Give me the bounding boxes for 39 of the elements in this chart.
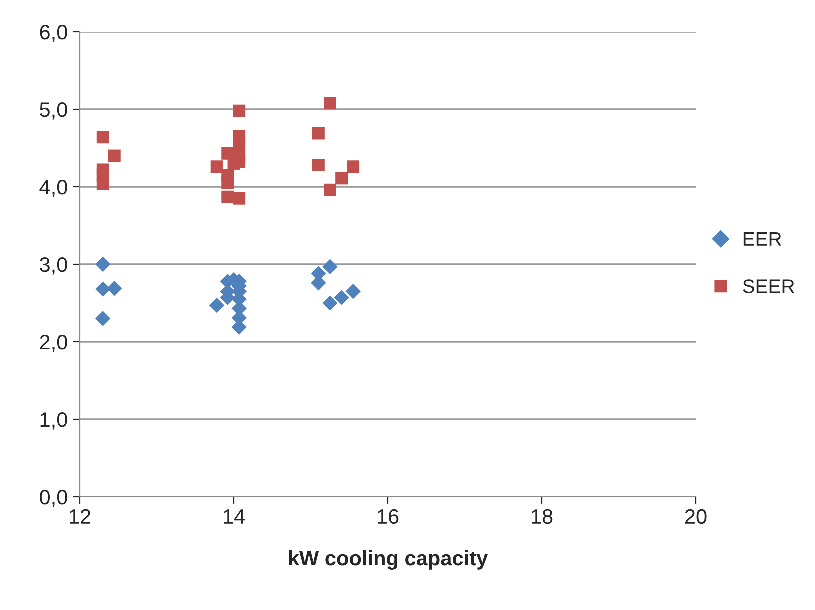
point [108,150,121,162]
point [209,298,225,314]
x-tick-label: 14 [224,510,245,524]
point [312,159,325,172]
point [107,280,122,296]
point [324,97,336,110]
legend-label: SEER [743,280,794,294]
y-tick-label: 6,0 [40,25,68,42]
point [95,256,111,272]
x-axis-title: kW cooling capacity [289,550,488,570]
point [324,184,336,196]
point [312,127,325,140]
point [334,290,350,306]
y-tick-label: 4,0 [40,180,68,198]
x-tick-label: 20 [685,509,707,524]
point [222,176,234,190]
y-tick-label: 5,0 [40,102,68,120]
point [96,131,110,144]
y-tick-label: 3,0 [40,258,68,275]
point [96,178,110,190]
point [346,284,361,300]
point [322,259,338,274]
point [233,138,246,151]
point [210,160,224,174]
point [233,192,246,205]
x-tick-label: 16 [378,509,399,524]
y-tick-label: 1,0 [40,412,68,430]
point [95,282,111,297]
legend-label: EER [744,232,782,246]
point [233,104,246,118]
point [95,311,111,326]
y-tick-label: 0,0 [40,490,68,508]
y-tick-label: 2,0 [40,335,68,352]
x-tick-label: 18 [532,509,553,524]
point [347,160,360,174]
x-tick-label: 12 [70,509,91,524]
point [336,172,348,185]
point [222,190,234,204]
point [322,296,338,311]
